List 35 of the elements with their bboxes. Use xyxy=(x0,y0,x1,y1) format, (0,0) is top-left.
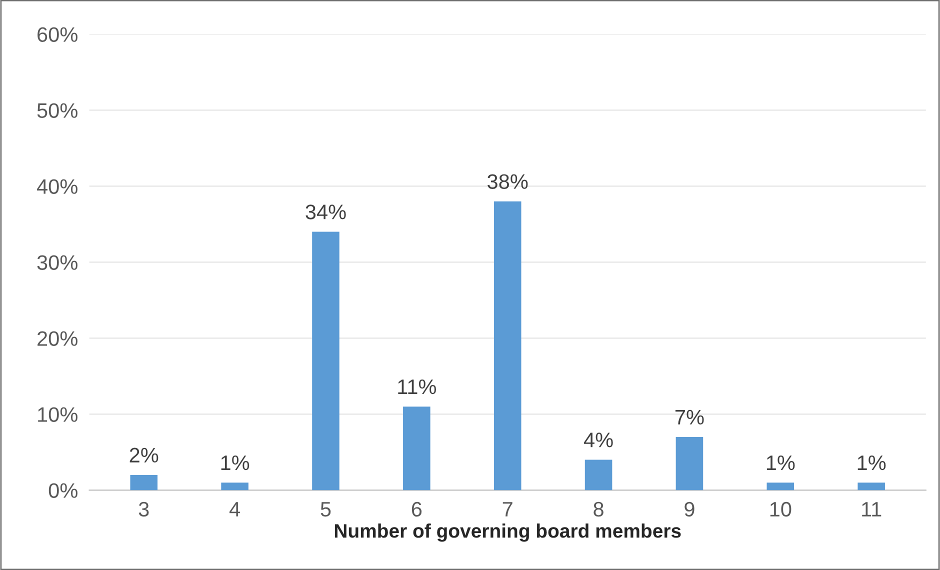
data-label: 7% xyxy=(675,410,704,424)
y-tick-label: 50% xyxy=(37,103,78,118)
data-label: 1% xyxy=(221,455,250,470)
y-tick-label: 0% xyxy=(48,483,78,498)
y-tick-label: 10% xyxy=(38,407,78,422)
data-label: 1% xyxy=(766,455,795,470)
data-label: 1% xyxy=(858,455,886,470)
x-tick-label: 10 xyxy=(770,502,792,517)
x-tick-label: 6 xyxy=(412,502,422,517)
bar xyxy=(584,460,612,490)
bar xyxy=(403,406,430,490)
y-tick-label: 40% xyxy=(36,179,78,194)
data-label: 4% xyxy=(584,432,613,448)
x-axis-title: Number of governing board members xyxy=(334,524,681,542)
bar xyxy=(221,482,248,490)
x-tick-label: 4 xyxy=(229,502,240,516)
data-label: 34% xyxy=(306,204,346,220)
x-tick-label: 9 xyxy=(684,502,694,517)
data-label: 2% xyxy=(130,448,158,462)
y-tick-label: 30% xyxy=(37,255,78,270)
x-tick-label: 3 xyxy=(138,502,149,517)
bar xyxy=(312,232,340,490)
x-tick-label: 8 xyxy=(594,502,604,517)
x-tick-label: 7 xyxy=(502,502,512,516)
y-tick-label: 60% xyxy=(38,27,78,42)
data-label: 11% xyxy=(398,379,436,394)
x-tick-label: 5 xyxy=(320,502,331,517)
bar xyxy=(766,482,794,490)
bar xyxy=(130,475,158,490)
bar xyxy=(494,201,522,490)
bar xyxy=(858,482,885,490)
y-tick-label: 20% xyxy=(38,331,78,346)
bar xyxy=(676,437,704,490)
x-tick-label: 11 xyxy=(862,502,882,516)
data-label: 38% xyxy=(488,174,528,189)
